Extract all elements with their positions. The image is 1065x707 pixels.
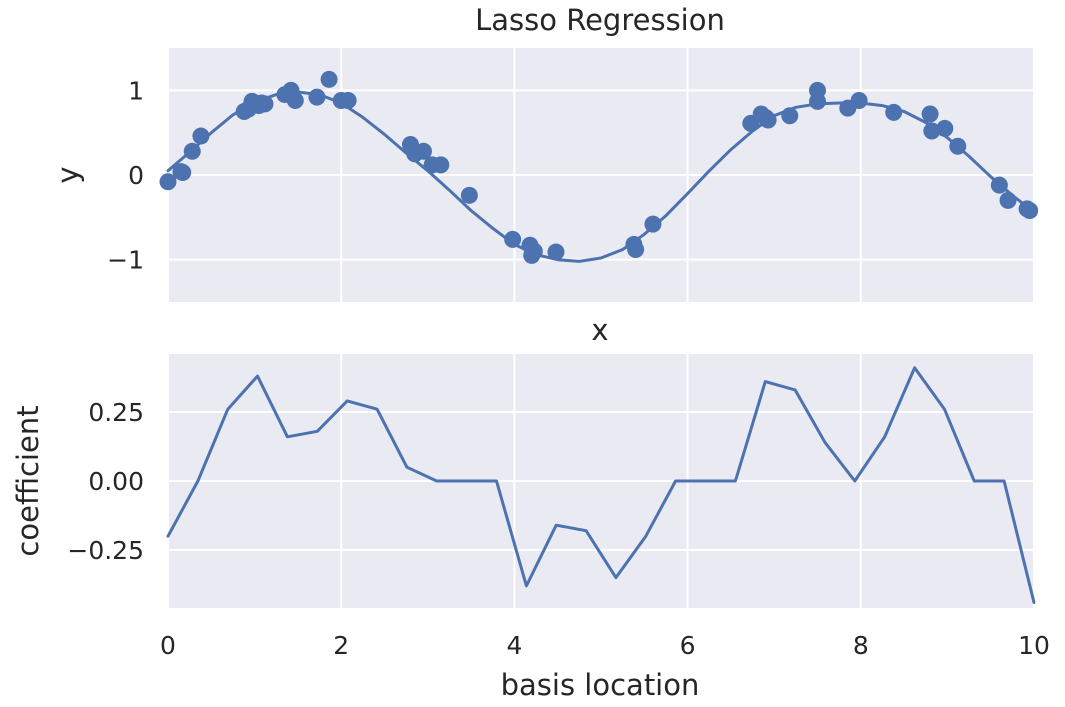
scatter-point [460,186,478,204]
scatter-point [781,107,799,125]
scatter-point [174,163,192,181]
scatter-point [759,111,777,129]
scatter-point [547,243,565,261]
scatter-point [644,215,662,233]
scatter-point [183,142,201,160]
scatter-point [1021,202,1039,220]
scatter-point [432,156,450,174]
bottom-y-tick-labels: 0.25 0.00 −0.25 [67,398,144,565]
bottom-panel: 0.25 0.00 −0.25 0 2 4 6 8 10 basis location coe… [11,354,1050,702]
bottom-y-tick-label: −0.25 [67,536,144,565]
scatter-point [999,191,1017,209]
scatter-point [809,81,826,99]
top-series [159,70,1039,264]
scatter-point [921,105,939,123]
scatter-point [320,70,338,88]
coefficient-line [166,366,1036,604]
scatter-point [990,176,1008,194]
bottom-y-tick-label: 0.25 [88,398,144,427]
top-y-tick-labels: 1 0 −1 [107,76,144,274]
scatter-point [256,95,274,113]
bottom-y-axis-label: coefficient [11,405,45,556]
top-y-axis-label: y [51,166,85,183]
bottom-x-tick-label: 10 [1018,631,1050,660]
scatter-point [923,122,941,140]
top-y-tick-label: 0 [128,161,144,190]
bottom-y-tick-label: 0.00 [88,467,144,496]
scatter-point [192,127,210,145]
bottom-x-tick-label: 0 [160,631,176,660]
scatter-point [949,137,967,155]
bottom-x-tick-labels: 0 2 4 6 8 10 [160,631,1050,660]
top-y-tick-label: 1 [128,76,144,105]
bottom-series [166,366,1036,604]
scatter-point [850,91,868,109]
scatter-point [525,242,543,260]
scatter-point [504,230,522,248]
scatter-point [308,88,326,106]
scatter-point [627,241,645,259]
scatter-point [286,91,304,109]
scatter-point [936,119,954,137]
top-panel: 1 0 −1 x y [51,48,1039,347]
top-x-axis-label: x [591,313,608,347]
bottom-x-tick-label: 2 [333,631,349,660]
scatter-point [339,91,357,109]
bottom-x-tick-label: 6 [680,631,696,660]
bottom-x-tick-label: 4 [506,631,522,660]
scatter-point [159,173,177,191]
chart-title: Lasso Regression [475,3,725,37]
scatter-point [414,142,432,160]
scatter-point [885,103,903,121]
bottom-x-axis-label: basis location [501,668,700,702]
bottom-x-tick-label: 8 [853,631,869,660]
top-y-tick-label: −1 [107,246,144,275]
